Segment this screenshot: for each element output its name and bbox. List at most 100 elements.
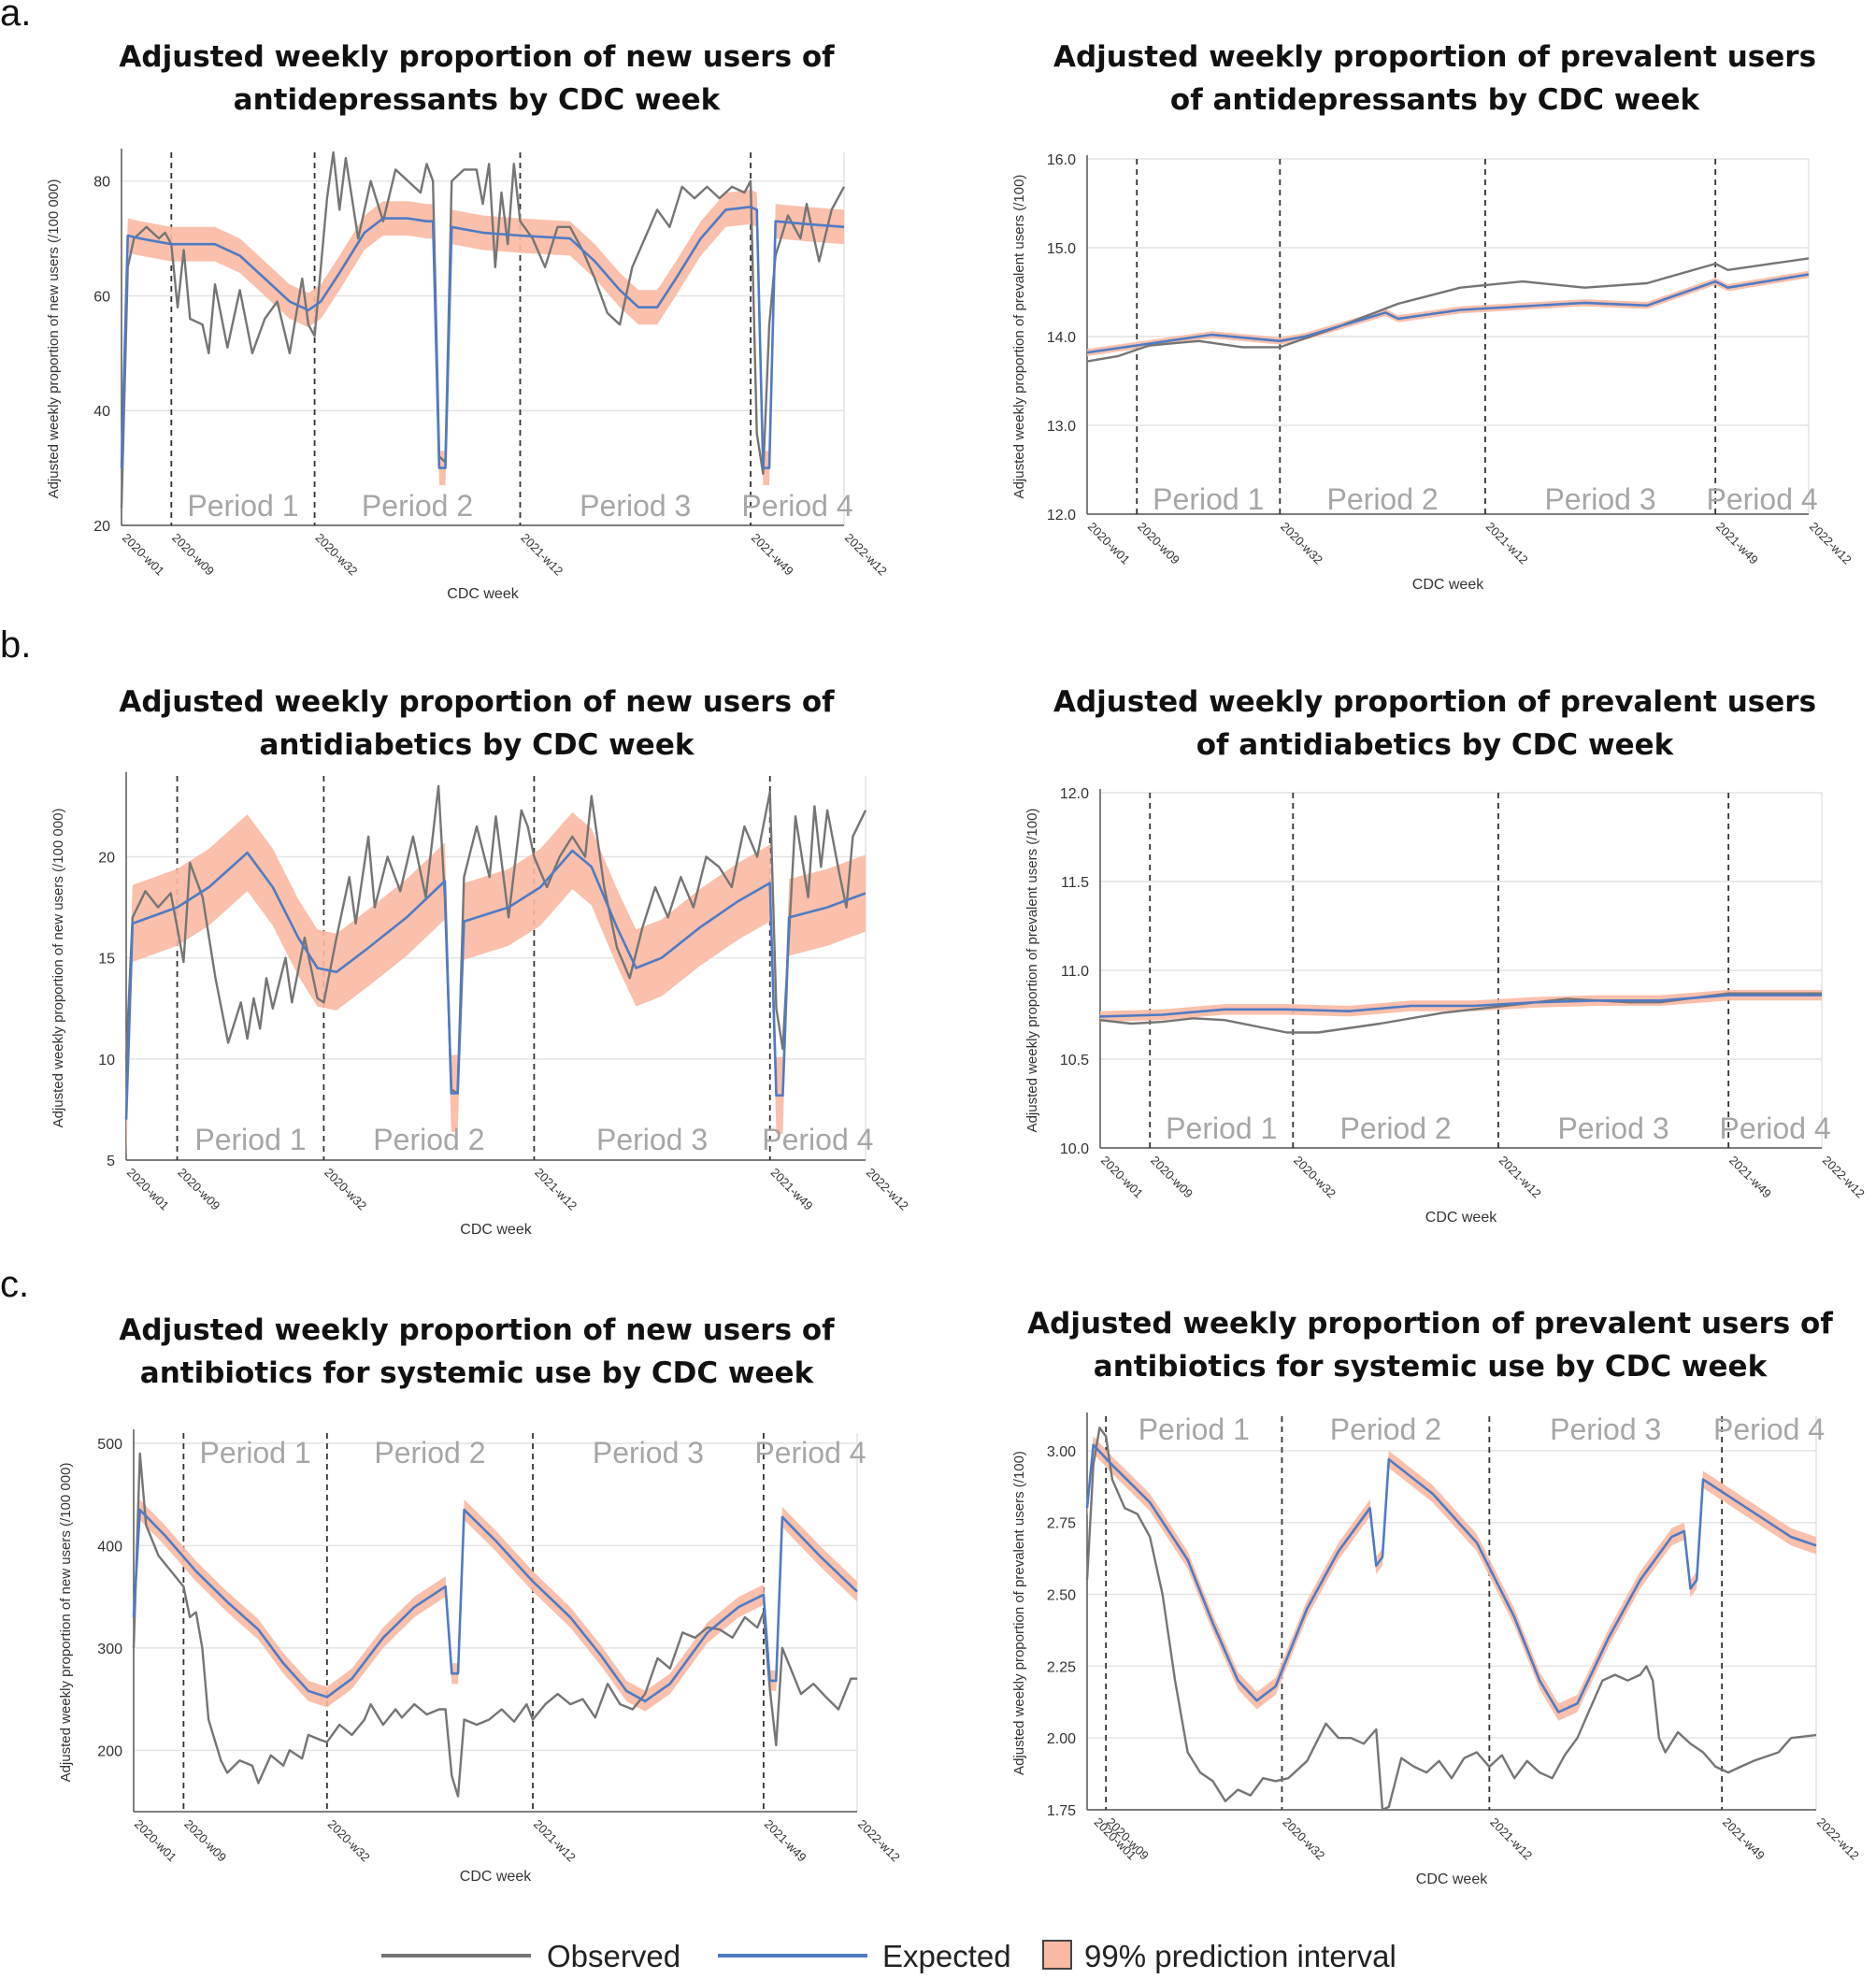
legend-interval-swatch — [1042, 1940, 1072, 1970]
chart-title-prevalent-antibiotics: Adjusted weekly proportion of prevalent … — [1027, 1307, 1833, 1384]
chart-prevalent-antidiabetics: 10.0 10.5 11.0 11.5 12.0 2020-w01 2020-w09 2020… — [1024, 786, 1868, 1226]
legend-observed-label: Observed — [547, 1939, 680, 1973]
period-label: Period 4 — [1719, 1111, 1830, 1145]
period-label: Period 3 — [596, 1123, 708, 1156]
y-tick-label: 5 — [107, 1154, 115, 1169]
period-label: Period 2 — [1330, 1413, 1441, 1446]
period-label: Period 3 — [580, 489, 691, 523]
y-tick-label: 12.0 — [1047, 508, 1076, 523]
y-tick-label: 15.0 — [1047, 241, 1076, 257]
x-tick-label: 2020-w09 — [181, 1817, 229, 1865]
expected-line — [1099, 994, 1822, 1018]
x-tick-label: 2020-w32 — [1291, 1154, 1339, 1201]
x-tick-label: 2021-w12 — [532, 1166, 580, 1213]
x-tick-label: 2020-w01 — [1098, 1154, 1146, 1201]
chart-title-prevalent-antidepressants: Adjusted weekly proportion of prevalent … — [1053, 40, 1817, 117]
period-label: Period 4 — [754, 1436, 866, 1470]
chart-prevalent-antidepressants: 12.0 13.0 14.0 15.0 16.0 2020-w01 2020-w09 2020… — [1011, 152, 1855, 593]
x-axis-label: CDC week — [460, 1222, 532, 1238]
y-tick-label: 300 — [97, 1642, 122, 1657]
x-tick-label: 2020-w01 — [132, 1817, 179, 1865]
period-label: Period 1 — [187, 489, 298, 523]
period-label: Period 3 — [1557, 1111, 1668, 1145]
period-label: Period 2 — [374, 1436, 485, 1470]
y-tick-label: 3.00 — [1047, 1444, 1076, 1460]
period-label: Period 2 — [362, 489, 473, 523]
period-label: Period 1 — [194, 1123, 306, 1156]
expected-line — [1085, 1443, 1817, 1714]
chart-title-new-antibiotics: Adjusted weekly proportion of new users … — [119, 1313, 835, 1390]
x-tick-label: 2020-w32 — [1278, 520, 1325, 567]
observed-line — [1086, 257, 1810, 363]
y-tick-label: 10.5 — [1060, 1053, 1089, 1068]
x-tick-label: 2020-w09 — [175, 1166, 222, 1213]
panel-letter-c: c. — [0, 1264, 30, 1305]
y-tick-label: 15 — [98, 952, 115, 968]
y-tick-label: 10 — [98, 1053, 115, 1068]
y-tick-label: 10.0 — [1060, 1141, 1089, 1157]
x-tick-label: 2020-w32 — [322, 1166, 369, 1213]
y-tick-label: 11.5 — [1061, 875, 1089, 891]
observed-line — [120, 151, 846, 509]
x-tick-label: 2020-w01 — [1085, 520, 1133, 567]
period-label: Period 1 — [200, 1436, 311, 1470]
y-tick-label: 11.0 — [1061, 964, 1089, 980]
x-tick-label: 2020-w32 — [312, 531, 360, 579]
x-tick-label: 2022-w12 — [864, 1166, 911, 1213]
y-axis-label: Adjusted weekly proportion of new users … — [46, 179, 62, 499]
x-tick-label: 2021-w49 — [1713, 520, 1761, 567]
y-axis-label: Adjusted weekly proportion of prevalent … — [1011, 175, 1027, 499]
x-tick-label: 2021-w49 — [768, 1166, 816, 1213]
y-axis-label: Adjusted weekly proportion of prevalent … — [1011, 1451, 1027, 1775]
x-axis-label: CDC week — [1412, 577, 1484, 593]
y-tick-label: 14.0 — [1047, 330, 1076, 346]
legend: Observed Expected 99% prediction interva… — [374, 1933, 1496, 1974]
period-label: Period 3 — [593, 1436, 704, 1470]
observed-line — [132, 1452, 857, 1798]
y-tick-label: 1.75 — [1047, 1803, 1076, 1819]
x-axis-label: CDC week — [460, 1869, 532, 1885]
chart-new-antibiotics: 200 300 400 500 2020-w01 2020-w09 2020-w32 2021… — [58, 1429, 903, 1885]
period-label: Period 4 — [1713, 1413, 1825, 1446]
period-label: Period 1 — [1138, 1413, 1250, 1446]
prediction-interval-band — [122, 189, 844, 485]
x-tick-label: 2021-w49 — [762, 1817, 809, 1865]
y-tick-label: 12.0 — [1060, 786, 1089, 802]
x-axis-label: CDC week — [1416, 1871, 1488, 1887]
y-tick-label: 2.00 — [1047, 1731, 1076, 1747]
y-axis-label: Adjusted weekly proportion of new users … — [50, 809, 66, 1128]
x-tick-label: 2021-w12 — [1487, 1815, 1535, 1863]
y-tick-label: 20 — [93, 519, 110, 535]
prediction-interval-band — [134, 1499, 857, 1712]
y-tick-label: 16.0 — [1047, 152, 1076, 168]
chart-prevalent-antibiotics: 1.752.002.252.502.753.002020-w012020-w09… — [1011, 1413, 1862, 1887]
x-tick-label: 2022-w12 — [1814, 1815, 1862, 1863]
y-tick-label: 80 — [93, 175, 110, 191]
period-label: Period 1 — [1166, 1111, 1277, 1145]
expected-line — [120, 206, 845, 469]
y-tick-label: 2.50 — [1047, 1588, 1076, 1604]
x-tick-label: 2021-w12 — [531, 1817, 579, 1865]
expected-line — [132, 1508, 858, 1703]
period-label: Period 4 — [762, 1123, 873, 1156]
y-tick-label: 13.0 — [1047, 419, 1076, 435]
x-tick-label: 2022-w12 — [1807, 520, 1855, 567]
period-label: Period 2 — [1327, 482, 1439, 516]
period-label: Period 3 — [1544, 482, 1655, 516]
y-axis-label: Adjusted weekly proportion of prevalent … — [1024, 809, 1040, 1133]
y-axis-label: Adjusted weekly proportion of new users … — [58, 1463, 74, 1783]
y-tick-label: 20 — [98, 851, 115, 867]
x-tick-label: 2021-w49 — [1726, 1154, 1774, 1201]
prediction-interval-band — [126, 811, 866, 1158]
expected-line — [124, 849, 866, 1120]
period-label: Period 2 — [1340, 1111, 1452, 1145]
x-tick-label: 2021-w12 — [1483, 520, 1531, 567]
legend-expected-label: Expected — [882, 1939, 1011, 1973]
y-tick-label: 40 — [93, 404, 110, 420]
x-axis-label: CDC week — [447, 586, 519, 602]
y-tick-label: 500 — [97, 1437, 122, 1453]
panel-letter-b: b. — [0, 624, 32, 666]
x-tick-label: 2020-w01 — [124, 1166, 172, 1213]
x-tick-label: 2020-w32 — [325, 1817, 373, 1865]
